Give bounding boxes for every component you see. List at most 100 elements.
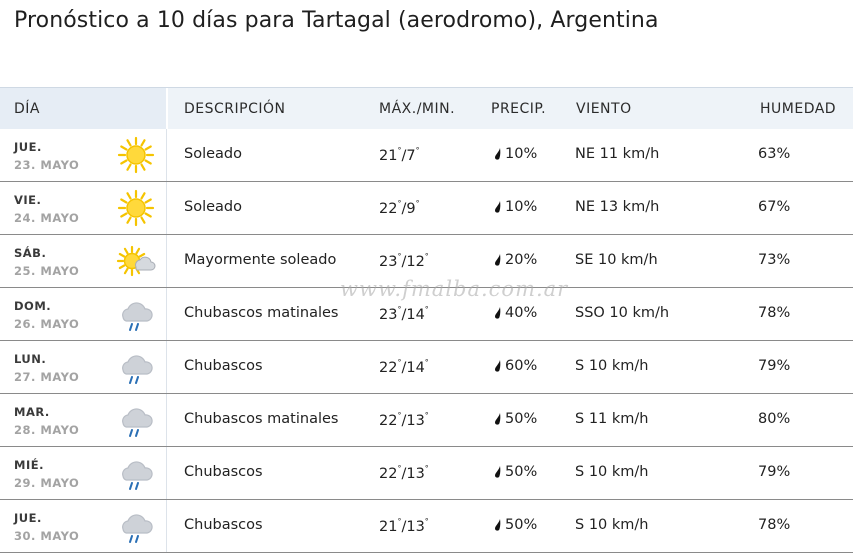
max-min-temp: 21°/13° xyxy=(379,517,429,535)
min-temp: 13 xyxy=(406,466,425,482)
day-date: 30. MAYO xyxy=(14,529,80,543)
humidity: 79% xyxy=(758,464,791,480)
table-body: JUE. 23. MAYO Soleado 21°/7° 10% NE 11 k… xyxy=(0,129,853,553)
max-min-temp: 21°/7° xyxy=(379,146,420,164)
max-min-temp: 23°/12° xyxy=(379,252,429,270)
precip-value: 50% xyxy=(505,517,538,533)
humidity: 78% xyxy=(758,517,791,533)
day-name: JUE. xyxy=(14,511,42,525)
precip: 20% xyxy=(494,252,537,268)
header-day[interactable]: DÍA xyxy=(14,101,40,117)
min-temp: 13 xyxy=(406,519,425,535)
min-temp: 14 xyxy=(406,360,425,376)
humidity: 67% xyxy=(758,199,791,215)
min-temp: 14 xyxy=(406,307,425,323)
table-row[interactable]: VIE. 24. MAYO Soleado 22°/9° 10% NE 13 k… xyxy=(0,182,853,235)
day-name: SÁB. xyxy=(14,246,47,260)
day-date: 28. MAYO xyxy=(14,423,80,437)
precip-value: 50% xyxy=(505,411,538,427)
max-temp: 22 xyxy=(379,466,398,482)
day-name: MIÉ. xyxy=(14,458,44,472)
max-min-temp: 23°/14° xyxy=(379,305,429,323)
max-temp: 23 xyxy=(379,254,398,270)
raindrop-icon xyxy=(494,464,505,480)
table-row[interactable]: DOM. 26. MAYO Chubascos matinales 23°/14… xyxy=(0,288,853,341)
table-row[interactable]: MIÉ. 29. MAYO Chubascos 22°/13° 50% S 10… xyxy=(0,447,853,500)
header-maxmin[interactable]: MÁX./MIN. xyxy=(379,101,456,117)
min-temp: 9 xyxy=(406,201,416,217)
precip: 50% xyxy=(494,517,537,533)
max-min-temp: 22°/9° xyxy=(379,199,420,217)
table-row[interactable]: JUE. 30. MAYO Chubascos 21°/13° 50% S 10… xyxy=(0,500,853,553)
header-precip[interactable]: PRECIP. xyxy=(491,101,547,117)
wind: S 10 km/h xyxy=(575,358,649,374)
raindrop-icon xyxy=(494,305,505,321)
max-temp: 23 xyxy=(379,307,398,323)
max-min-temp: 22°/14° xyxy=(379,358,429,376)
precip: 10% xyxy=(494,199,537,215)
wind: NE 11 km/h xyxy=(575,146,660,162)
showers-icon xyxy=(116,295,156,333)
description: Chubascos xyxy=(184,517,263,533)
precip-value: 10% xyxy=(505,199,538,215)
day-name: VIE. xyxy=(14,193,42,207)
humidity: 80% xyxy=(758,411,791,427)
raindrop-icon xyxy=(494,252,505,268)
wind: SSO 10 km/h xyxy=(575,305,670,321)
day-name: LUN. xyxy=(14,352,47,366)
showers-icon xyxy=(116,507,156,545)
description: Chubascos matinales xyxy=(184,305,339,321)
sunny-icon xyxy=(116,189,156,227)
wind: S 10 km/h xyxy=(575,464,649,480)
description: Mayormente soleado xyxy=(184,252,337,268)
min-temp: 13 xyxy=(406,413,425,429)
table-row[interactable]: LUN. 27. MAYO Chubascos 22°/14° 60% S 10… xyxy=(0,341,853,394)
max-temp: 21 xyxy=(379,148,398,164)
wind: S 11 km/h xyxy=(575,411,649,427)
day-name: JUE. xyxy=(14,140,42,154)
humidity: 78% xyxy=(758,305,791,321)
wind: S 10 km/h xyxy=(575,517,649,533)
day-date: 25. MAYO xyxy=(14,264,80,278)
day-date: 23. MAYO xyxy=(14,158,80,172)
day-name: MAR. xyxy=(14,405,50,419)
table-row[interactable]: SÁB. 25. MAYO Mayormente soleado 23°/12°… xyxy=(0,235,853,288)
table-row[interactable]: JUE. 23. MAYO Soleado 21°/7° 10% NE 11 k… xyxy=(0,129,853,182)
day-date: 24. MAYO xyxy=(14,211,80,225)
table-header: DÍA DESCRIPCIÓN MÁX./MIN. PRECIP. VIENTO… xyxy=(0,87,853,129)
raindrop-icon xyxy=(494,146,505,162)
day-date: 27. MAYO xyxy=(14,370,80,384)
sunny-icon xyxy=(116,136,156,174)
description: Chubascos matinales xyxy=(184,411,339,427)
forecast-table: DÍA DESCRIPCIÓN MÁX./MIN. PRECIP. VIENTO… xyxy=(0,87,853,553)
humidity: 79% xyxy=(758,358,791,374)
mostly-sunny-icon xyxy=(116,242,156,280)
max-temp: 22 xyxy=(379,201,398,217)
max-temp: 22 xyxy=(379,360,398,376)
raindrop-icon xyxy=(494,517,505,533)
humidity: 73% xyxy=(758,252,791,268)
max-temp: 22 xyxy=(379,413,398,429)
wind: NE 13 km/h xyxy=(575,199,660,215)
precip-value: 50% xyxy=(505,464,538,480)
header-wind[interactable]: VIENTO xyxy=(576,101,632,117)
day-date: 29. MAYO xyxy=(14,476,80,490)
header-description[interactable]: DESCRIPCIÓN xyxy=(184,101,286,117)
max-min-temp: 22°/13° xyxy=(379,411,429,429)
raindrop-icon xyxy=(494,411,505,427)
precip: 40% xyxy=(494,305,537,321)
page-title: Pronóstico a 10 días para Tartagal (aero… xyxy=(14,8,659,33)
humidity: 63% xyxy=(758,146,791,162)
table-row[interactable]: MAR. 28. MAYO Chubascos matinales 22°/13… xyxy=(0,394,853,447)
precip-value: 60% xyxy=(505,358,538,374)
min-temp: 7 xyxy=(406,148,416,164)
raindrop-icon xyxy=(494,358,505,374)
wind: SE 10 km/h xyxy=(575,252,658,268)
precip-value: 20% xyxy=(505,252,538,268)
day-date: 26. MAYO xyxy=(14,317,80,331)
showers-icon xyxy=(116,454,156,492)
day-name: DOM. xyxy=(14,299,52,313)
min-temp: 12 xyxy=(406,254,425,270)
precip: 60% xyxy=(494,358,537,374)
header-humidity[interactable]: HUMEDAD xyxy=(760,101,837,117)
